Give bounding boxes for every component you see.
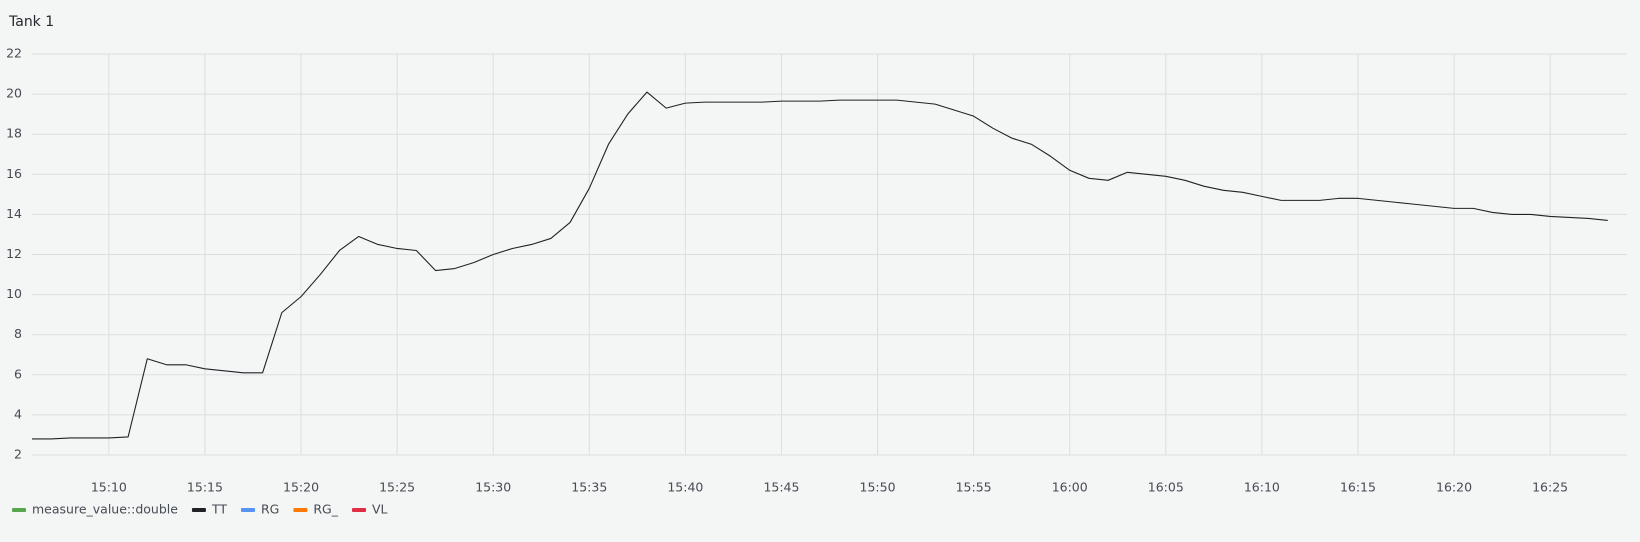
legend-label: RG_ [313, 502, 338, 517]
x-tick-label: 16:00 [1052, 480, 1088, 495]
y-tick-label: 20 [6, 86, 22, 101]
legend-swatch [293, 508, 308, 512]
legend-item: measure_value::double [12, 502, 178, 517]
x-tick-label: 15:45 [763, 480, 799, 495]
x-tick-label: 16:10 [1244, 480, 1280, 495]
y-tick-label: 22 [6, 46, 22, 61]
x-tick-label: 16:15 [1340, 480, 1376, 495]
y-tick-label: 10 [6, 286, 22, 301]
x-tick-label: 15:55 [956, 480, 992, 495]
x-tick-label: 16:25 [1532, 480, 1568, 495]
x-tick-label: 15:35 [571, 480, 607, 495]
legend-swatch [12, 508, 26, 512]
legend-label: VL [372, 502, 388, 517]
legend-item: RG [241, 502, 279, 517]
x-tick-label: 16:05 [1148, 480, 1184, 495]
legend-item: TT [191, 502, 227, 517]
legend-label: TT [211, 502, 227, 517]
x-tick-label: 16:20 [1436, 480, 1472, 495]
y-tick-label: 16 [6, 166, 22, 181]
legend-swatch [352, 508, 366, 512]
y-tick-label: 4 [14, 406, 22, 421]
x-tick-label: 15:50 [860, 480, 896, 495]
x-tick-label: 15:15 [187, 480, 223, 495]
y-tick-label: 14 [6, 206, 22, 221]
x-tick-label: 15:40 [667, 480, 703, 495]
series-line [32, 91, 1608, 440]
y-tick-label: 18 [6, 126, 22, 141]
y-tick-label: 2 [14, 447, 22, 462]
y-tick-label: 12 [6, 246, 22, 261]
panel-title: Tank 1 [8, 14, 54, 30]
x-tick-label: 15:25 [379, 480, 415, 495]
y-tick-label: 8 [14, 326, 22, 341]
legend-label: measure_value::double [32, 502, 178, 517]
x-tick-label: 15:30 [475, 480, 511, 495]
legend-swatch [191, 508, 206, 512]
legend-label: RG [261, 502, 279, 517]
legend-item: VL [352, 502, 388, 517]
x-tick-label: 15:20 [283, 480, 319, 495]
x-tick-label: 15:10 [91, 480, 127, 495]
y-tick-label: 6 [14, 366, 22, 381]
legend-swatch [241, 508, 255, 512]
legend-item: RG_ [293, 502, 339, 517]
